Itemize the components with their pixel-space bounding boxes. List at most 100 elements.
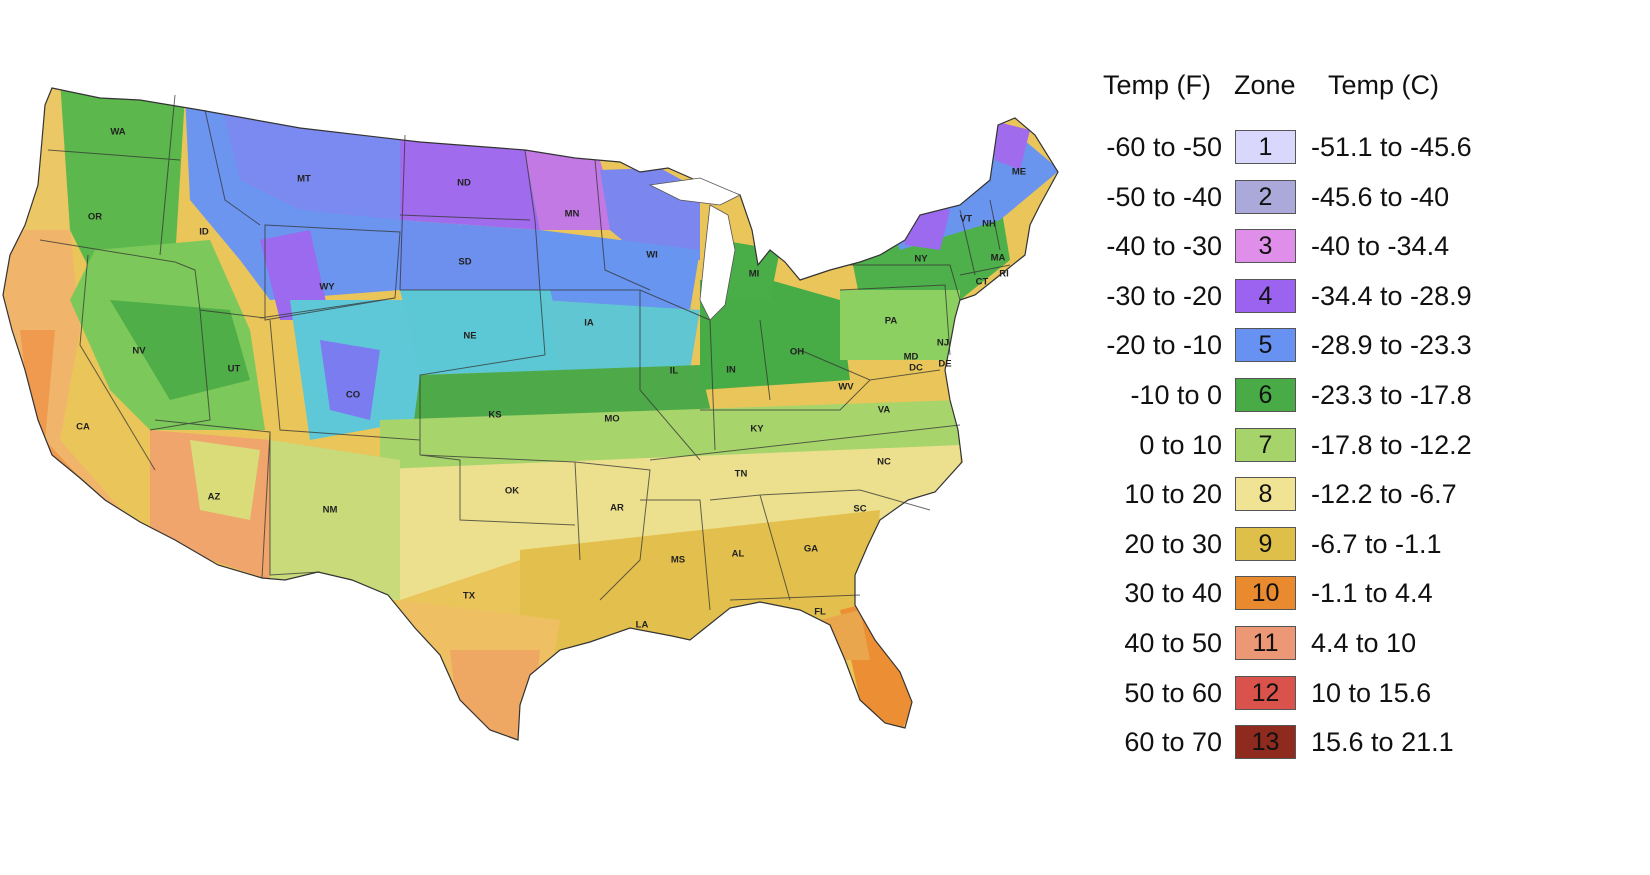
legend-temp-f: -60 to -50	[1106, 132, 1222, 162]
state-label-al: AL	[732, 549, 745, 560]
state-label-pa: PA	[885, 316, 898, 327]
legend-temp-f: -20 to -10	[1106, 330, 1222, 361]
legend-temp-f: 30 to 40	[1124, 578, 1222, 609]
state-label-ms: MS	[671, 555, 685, 566]
state-label-ok: OK	[505, 486, 519, 497]
legend-temp-f: -40 to -30	[1106, 231, 1222, 262]
state-label-az: AZ	[208, 492, 221, 503]
state-label-nv: NV	[132, 346, 146, 357]
state-label-dc: DC	[909, 363, 923, 374]
state-label-mi: MI	[749, 269, 760, 280]
state-label-il: IL	[670, 366, 679, 377]
legend-temp-c: -17.8 to -12.2	[1311, 429, 1472, 460]
state-label-ca: CA	[76, 422, 90, 433]
legend-zone-swatch: 1	[1235, 130, 1296, 164]
state-label-wi: WI	[646, 250, 658, 261]
state-label-va: VA	[878, 405, 891, 416]
legend-zone-swatch: 5	[1235, 328, 1296, 363]
state-label-wv: WV	[838, 382, 854, 393]
legend-temp-f: 50 to 60	[1124, 677, 1222, 708]
legend-temp-c: 10 to 15.6	[1311, 677, 1432, 708]
legend-zone-swatch: 8	[1235, 477, 1296, 512]
state-label-nm: NM	[323, 505, 338, 516]
state-label-vt: VT	[960, 214, 972, 225]
legend-row-zone-10: 30 to 40 10 -1.1 to 4.4	[1100, 574, 1620, 612]
legend-temp-c: -1.1 to 4.4	[1311, 578, 1433, 609]
state-label-ga: GA	[804, 544, 818, 555]
legend-temp-c: -40 to -34.4	[1311, 231, 1450, 262]
state-borders	[39, 94, 1011, 611]
legend-temp-f: -30 to -20	[1106, 280, 1222, 311]
legend-zone-swatch: 6	[1235, 378, 1296, 412]
state-label-tx: TX	[463, 591, 476, 602]
state-label-wa: WA	[110, 127, 125, 138]
state-label-ut: UT	[228, 364, 241, 375]
state-label-oh: OH	[790, 347, 804, 358]
legend-zone-swatch: 3	[1235, 229, 1296, 264]
state-label-nh: NH	[982, 219, 996, 230]
state-label-nc: NC	[877, 457, 891, 468]
legend-temp-f: 60 to 70	[1124, 727, 1222, 758]
state-label-ma: MA	[991, 253, 1006, 264]
us-outline	[2, 87, 1059, 741]
state-label-ri: RI	[999, 269, 1009, 280]
great-lakes	[648, 177, 741, 321]
hardiness-zone-map: WA OR CA ID NV MT WY UT AZ CO NM ND SD NE KS OK TX MN IA MO…	[2, 87, 1059, 741]
legend-temp-c: -51.1 to -45.6	[1311, 132, 1472, 162]
legend-row-zone-5: -20 to -10 5 -28.9 to -23.3	[1100, 326, 1620, 364]
state-label-ne: NE	[463, 331, 476, 342]
legend-row-zone-13: 60 to 70 13 15.6 to 21.1	[1100, 723, 1620, 761]
state-label-ar: AR	[610, 503, 624, 514]
legend-temp-f: 10 to 20	[1124, 479, 1222, 510]
legend-row-zone-9: 20 to 30 9 -6.7 to -1.1	[1100, 525, 1620, 563]
legend-temp-c: -34.4 to -28.9	[1311, 280, 1472, 311]
state-label-ky: KY	[750, 424, 764, 435]
legend-row-zone-8: 10 to 20 8 -12.2 to -6.7	[1100, 475, 1620, 513]
legend-zone-swatch: 2	[1235, 179, 1296, 214]
legend-temp-c: -23.3 to -17.8	[1311, 380, 1472, 410]
state-label-md: MD	[904, 352, 919, 363]
legend-zone-swatch: 12	[1235, 675, 1296, 710]
state-label-fl: FL	[814, 607, 826, 618]
legend-zone-swatch: 4	[1235, 278, 1296, 313]
state-label-mo: MO	[604, 414, 619, 425]
state-label-ct: CT	[976, 277, 989, 288]
legend-row-zone-1: -60 to -50 1 -51.1 to -45.6	[1100, 128, 1620, 166]
legend-zone-swatch: 11	[1235, 626, 1296, 660]
state-label-tn: TN	[735, 469, 748, 480]
legend-row-zone-12: 50 to 60 12 10 to 15.6	[1100, 674, 1620, 712]
zone-color-fill	[3, 88, 1058, 740]
legend-zone-swatch: 7	[1235, 427, 1296, 462]
state-label-ks: KS	[488, 410, 501, 421]
legend-temp-f: 20 to 30	[1124, 528, 1222, 559]
legend-temp-c: -45.6 to -40	[1311, 181, 1450, 212]
state-label-la: LA	[636, 620, 649, 631]
legend-row-zone-4: -30 to -20 4 -34.4 to -28.9	[1100, 277, 1620, 315]
state-label-sd: SD	[458, 257, 471, 268]
state-label-sc: SC	[853, 504, 866, 515]
legend-temp-f: -10 to 0	[1130, 380, 1222, 410]
legend-zone-swatch: 10	[1235, 576, 1296, 611]
state-label-de: DE	[938, 359, 951, 370]
legend-row-zone-11: 40 to 50 11 4.4 to 10	[1100, 624, 1620, 662]
legend-row-zone-6: -10 to 0 6 -23.3 to -17.8	[1100, 376, 1620, 414]
legend-zone-swatch: 13	[1235, 725, 1296, 760]
state-label-or: OR	[88, 212, 102, 223]
state-label-ny: NY	[914, 254, 928, 265]
state-label-co: CO	[346, 390, 360, 401]
state-label-id: ID	[199, 227, 209, 238]
legend-header-zone: Zone	[1234, 70, 1296, 100]
legend-temp-f: -50 to -40	[1106, 181, 1222, 212]
state-label-wy: WY	[319, 282, 335, 293]
legend-temp-c: -12.2 to -6.7	[1311, 479, 1457, 510]
legend-header-temp-f: Temp (F)	[1103, 70, 1211, 100]
state-label-nj: NJ	[937, 338, 949, 349]
state-label-ia: IA	[584, 318, 594, 329]
legend-temp-f: 40 to 50	[1124, 628, 1222, 658]
state-label-me: ME	[1012, 167, 1026, 178]
state-label-mt: MT	[297, 174, 311, 185]
legend-row-zone-7: 0 to 10 7 -17.8 to -12.2	[1100, 426, 1620, 464]
legend-temp-c: -6.7 to -1.1	[1311, 528, 1442, 559]
legend-row-zone-3: -40 to -30 3 -40 to -34.4	[1100, 227, 1620, 265]
legend-zone-swatch: 9	[1235, 526, 1296, 561]
